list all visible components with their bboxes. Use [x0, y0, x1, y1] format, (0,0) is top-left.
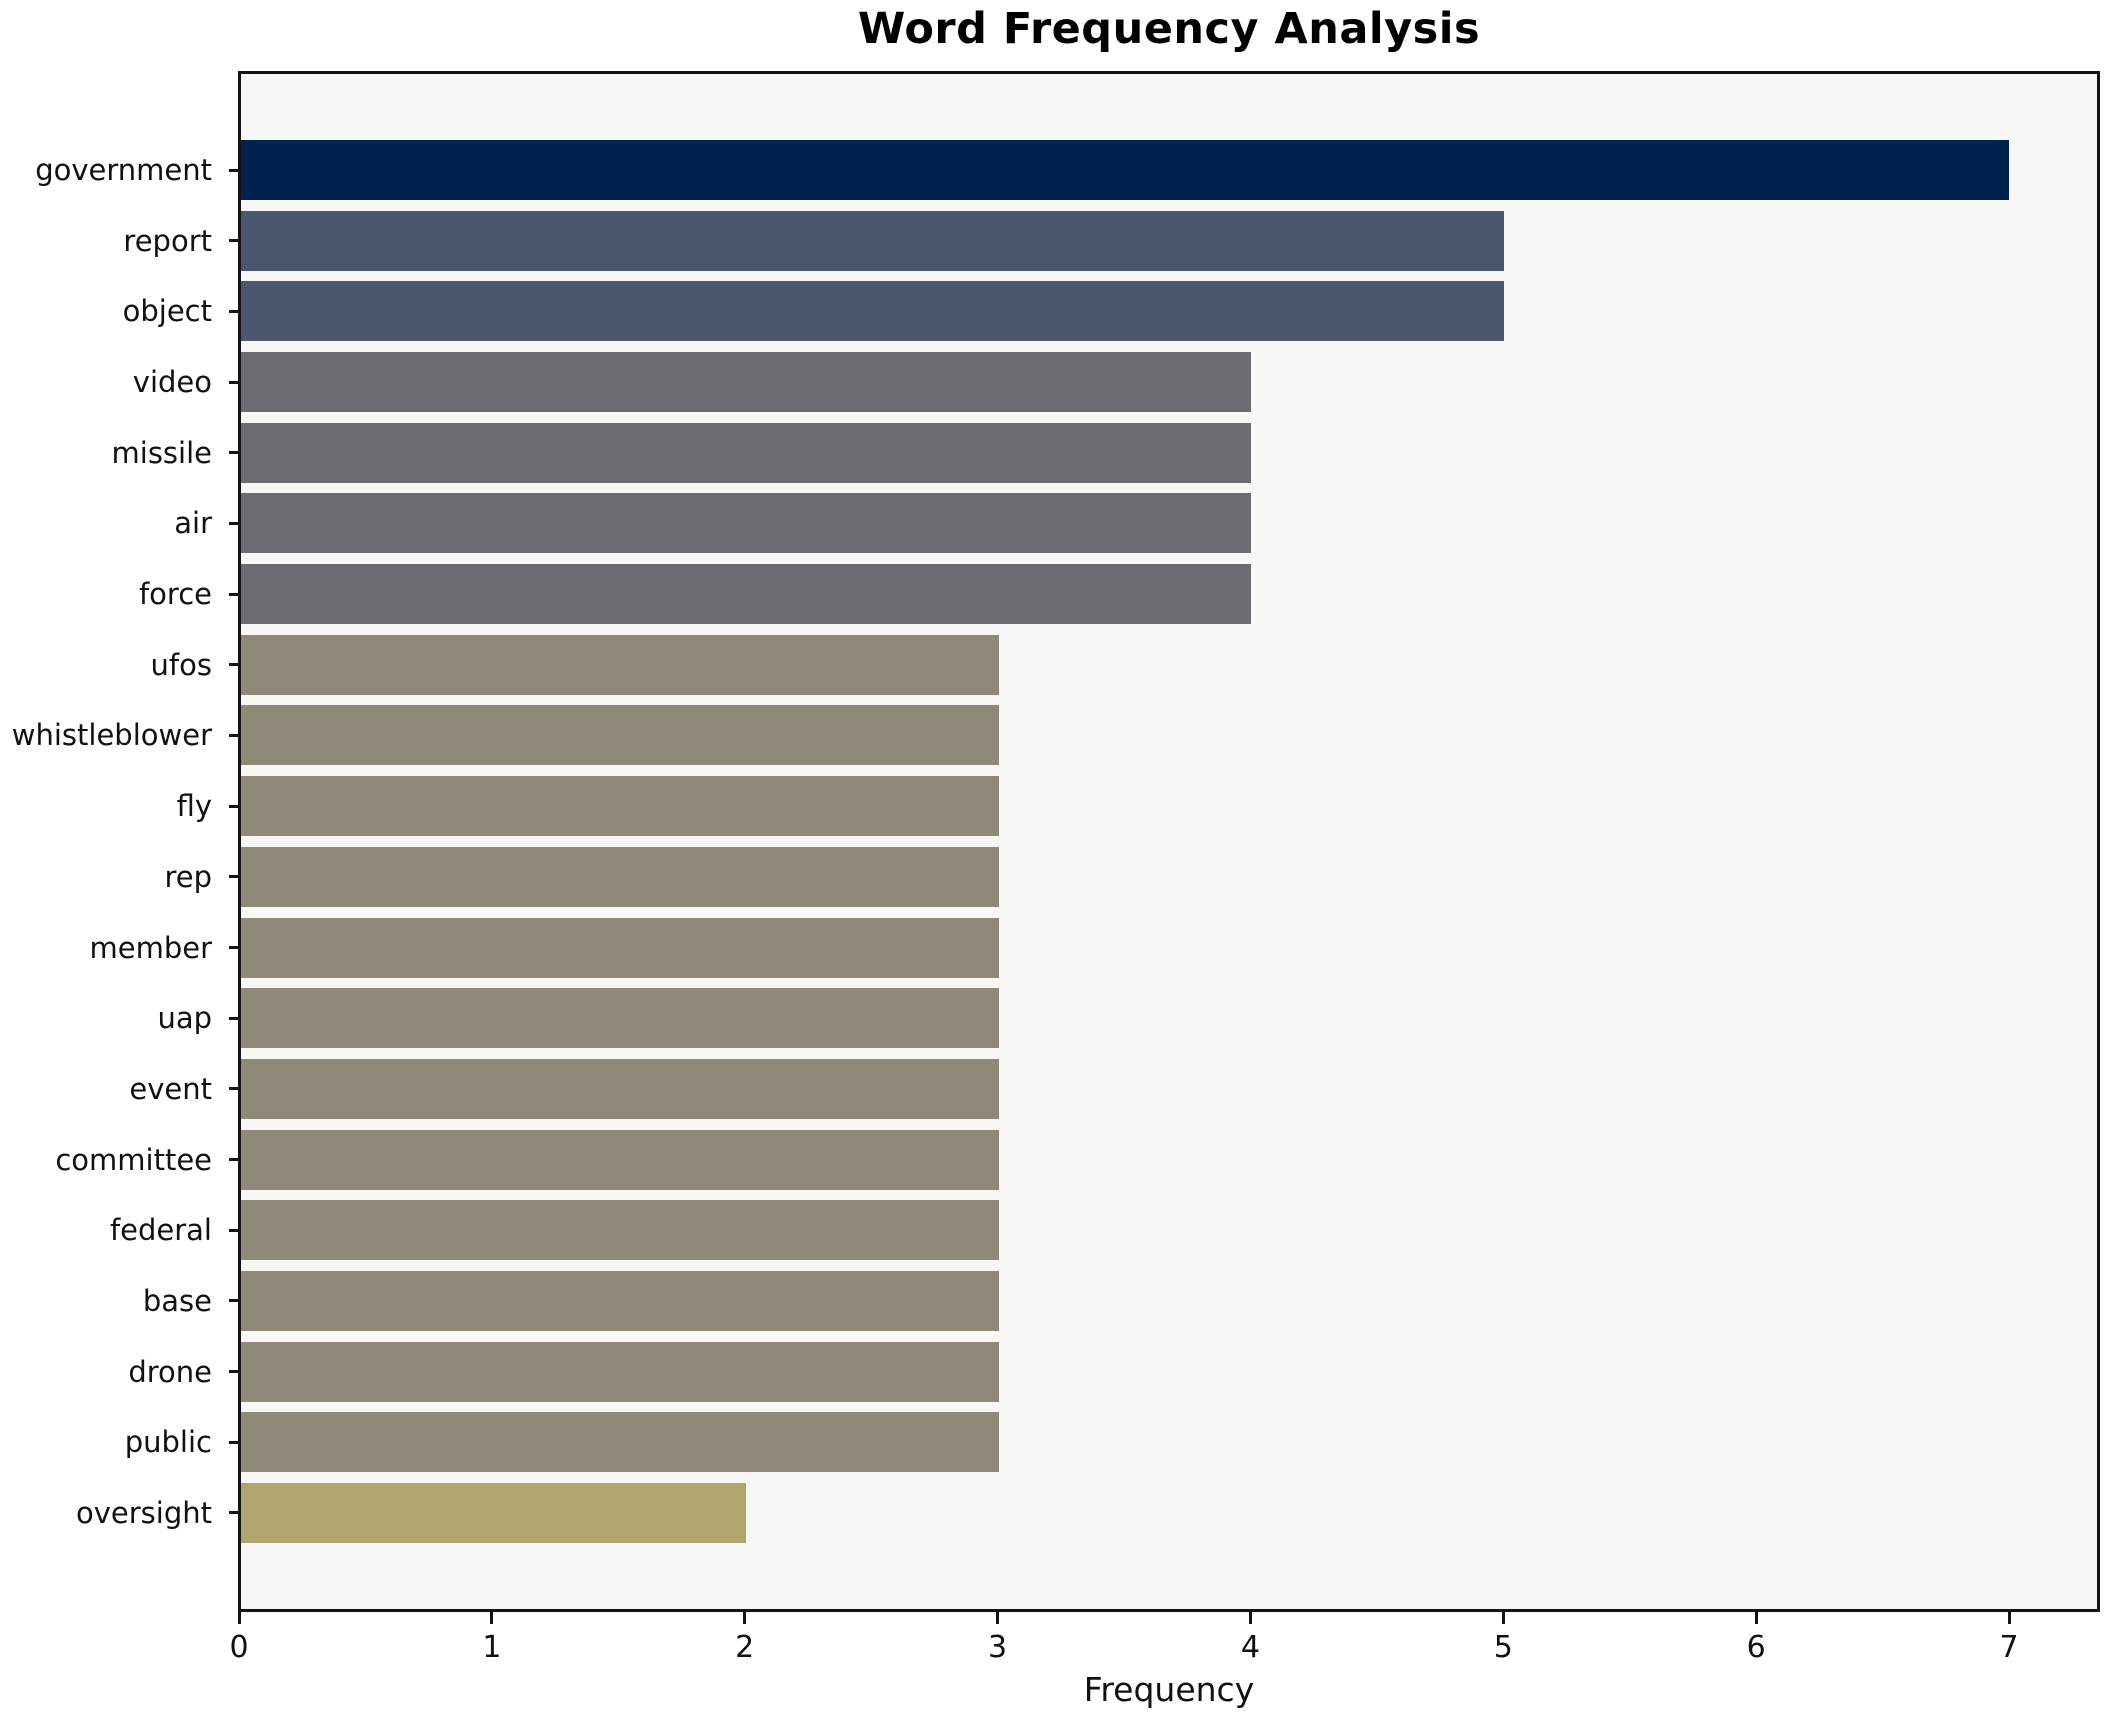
bar-video — [241, 352, 1252, 413]
bar-whistleblower — [241, 705, 999, 766]
y-tick-mark — [229, 1228, 239, 1232]
bar-drone — [241, 1341, 999, 1402]
x-axis-title: Frequency — [1083, 1670, 1255, 1709]
bar-ufos — [241, 634, 999, 695]
x-tick-label-4: 4 — [1240, 1630, 1260, 1665]
bar-air — [241, 493, 1252, 554]
y-tick-mark — [229, 380, 239, 384]
y-tick-label-oversight: oversight — [76, 1495, 212, 1530]
x-tick-mark — [2007, 1612, 2011, 1624]
x-tick-mark — [490, 1612, 494, 1624]
y-tick-mark — [229, 451, 239, 455]
x-tick-label-5: 5 — [1493, 1630, 1513, 1665]
bar-member — [241, 917, 999, 978]
y-tick-mark — [229, 804, 239, 808]
y-tick-mark — [229, 309, 239, 313]
y-tick-label-force: force — [138, 577, 212, 612]
bar-rep — [241, 846, 999, 907]
y-tick-label-event: event — [129, 1071, 212, 1106]
bar-federal — [241, 1200, 999, 1261]
x-tick-label-3: 3 — [988, 1630, 1008, 1665]
bar-government — [241, 140, 2009, 200]
plot-area — [238, 71, 2100, 1612]
y-tick-mark — [229, 1440, 239, 1444]
y-tick-label-rep: rep — [164, 859, 212, 894]
x-tick-label-7: 7 — [1999, 1630, 2019, 1665]
y-tick-label-ufos: ufos — [150, 647, 212, 682]
bar-fly — [241, 776, 999, 837]
chart-title: Word Frequency Analysis — [857, 4, 1481, 54]
y-tick-mark — [229, 168, 239, 172]
y-tick-label-drone: drone — [128, 1354, 212, 1389]
bar-report — [241, 210, 1504, 271]
bar-missile — [241, 422, 1252, 483]
bar-force — [241, 564, 1252, 625]
x-tick-label-2: 2 — [735, 1630, 755, 1665]
y-tick-label-report: report — [123, 223, 212, 258]
x-tick-mark — [1754, 1612, 1758, 1624]
x-tick-mark — [1248, 1612, 1252, 1624]
bar-base — [241, 1270, 999, 1331]
y-tick-label-whistleblower: whistleblower — [11, 718, 212, 753]
y-tick-mark — [229, 1087, 239, 1091]
y-tick-mark — [229, 239, 239, 243]
bar-uap — [241, 988, 999, 1049]
y-tick-mark — [229, 1158, 239, 1162]
y-tick-label-fly: fly — [176, 789, 212, 824]
y-tick-label-video: video — [132, 365, 212, 400]
y-tick-label-government: government — [35, 153, 212, 187]
y-tick-mark — [229, 592, 239, 596]
y-tick-label-member: member — [89, 930, 212, 965]
y-tick-label-missile: missile — [111, 435, 212, 470]
bar-object — [241, 281, 1504, 342]
bar-public — [241, 1412, 999, 1473]
y-tick-label-object: object — [122, 294, 212, 329]
y-tick-mark — [229, 733, 239, 737]
y-tick-label-public: public — [124, 1425, 212, 1460]
y-tick-label-uap: uap — [157, 1001, 212, 1036]
y-tick-mark — [229, 1370, 239, 1374]
x-tick-mark — [1501, 1612, 1505, 1624]
y-tick-mark — [229, 1016, 239, 1020]
x-tick-label-0: 0 — [229, 1630, 249, 1665]
x-tick-label-6: 6 — [1746, 1630, 1766, 1665]
y-tick-label-federal: federal — [109, 1213, 212, 1248]
bar-oversight — [241, 1482, 747, 1543]
y-tick-label-base: base — [142, 1283, 212, 1318]
y-axis-labels: government report object video missile air for… — [0, 74, 224, 1609]
bar-event — [241, 1058, 999, 1119]
bar-committee — [241, 1129, 999, 1190]
x-tick-label-1: 1 — [482, 1630, 502, 1665]
x-tick-mark — [237, 1612, 241, 1624]
y-tick-mark — [229, 946, 239, 950]
y-tick-mark — [229, 1299, 239, 1303]
y-tick-label-committee: committee — [55, 1142, 212, 1177]
y-tick-mark — [229, 663, 239, 667]
y-tick-mark — [229, 875, 239, 879]
x-tick-mark — [996, 1612, 1000, 1624]
x-tick-mark — [743, 1612, 747, 1624]
y-tick-label-air: air — [174, 506, 212, 541]
y-tick-mark — [229, 1511, 239, 1515]
y-tick-mark — [229, 521, 239, 525]
